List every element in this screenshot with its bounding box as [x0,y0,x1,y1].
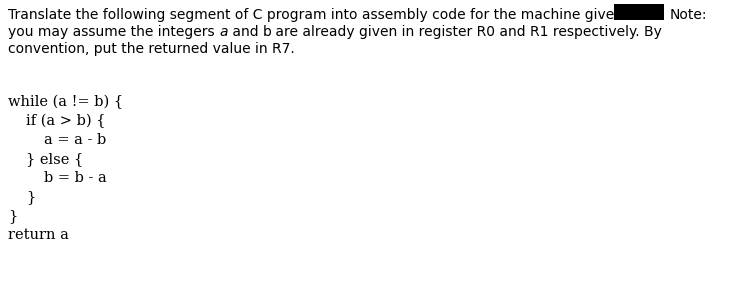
Text: }: } [8,209,18,223]
Text: Translate the following segment of C program into assembly code for the machine : Translate the following segment of C pro… [8,8,623,22]
Text: if (a > b) {: if (a > b) { [26,114,105,128]
Text: b = b - a: b = b - a [44,171,107,185]
Text: Note:: Note: [670,8,708,22]
Text: while (a != b) {: while (a != b) { [8,95,123,109]
Text: convention, put the returned value in R7.: convention, put the returned value in R7… [8,42,295,56]
Text: }: } [26,190,35,204]
Text: and: and [228,25,263,39]
Text: return a: return a [8,228,69,242]
Text: b: b [263,25,272,39]
Bar [614,4,664,20]
Text: a = a - b: a = a - b [44,133,106,147]
Text: are already given in register R0 and R1 respectively. By: are already given in register R0 and R1 … [272,25,662,39]
Text: a: a [219,25,228,39]
Text: you may assume the integers: you may assume the integers [8,25,219,39]
Text: } else {: } else { [26,152,83,166]
